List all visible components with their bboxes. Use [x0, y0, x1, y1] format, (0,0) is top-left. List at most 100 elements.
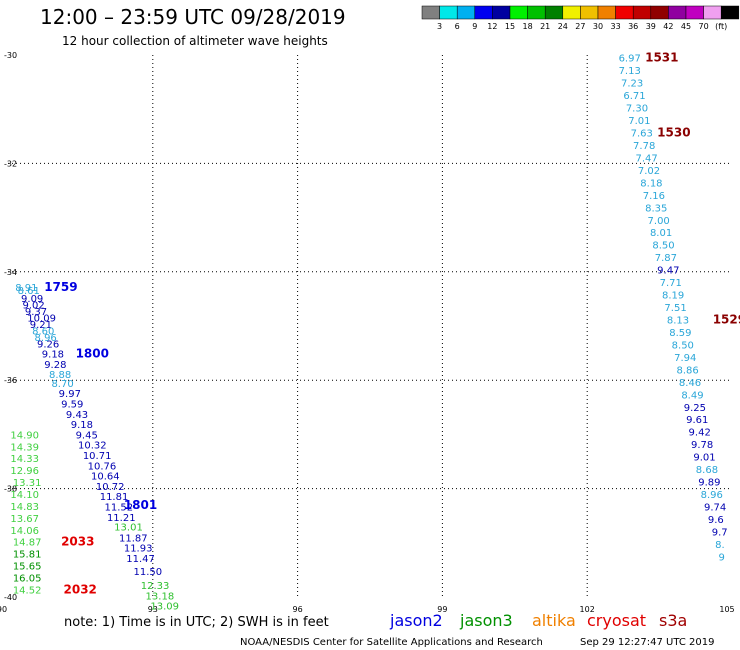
- legend-swatch: [685, 5, 704, 20]
- wave-height-label: 7.71: [660, 278, 682, 289]
- wave-height-label: 7.87: [655, 253, 677, 264]
- wave-height-label: 9.78: [691, 440, 713, 451]
- time-label: 1759: [44, 280, 77, 294]
- wave-height-label: 7.00: [648, 216, 670, 227]
- grid: [8, 55, 732, 597]
- color-legend: 3 6 9 12 15 18 21 24 27 30 33 36 39 42 45 70 (ft): [421, 5, 740, 31]
- wave-height-label: 8.96: [701, 490, 723, 501]
- wave-height-label: 14.87: [13, 538, 42, 549]
- wave-height-label: 16.05: [13, 573, 42, 584]
- wave-height-label: 14.52: [13, 585, 42, 596]
- wave-height-label: 10.72: [96, 482, 125, 493]
- legend-label: 18: [523, 22, 533, 31]
- wave-height-label: 8.59: [669, 328, 691, 339]
- wave-height-label: 7.01: [628, 116, 650, 127]
- wave-height-label: 8.96: [35, 333, 57, 344]
- y-tick-label: -34: [4, 268, 17, 277]
- wave-height-label: 10.71: [83, 451, 112, 462]
- legend-label: 42: [663, 22, 673, 31]
- time-label: 1530: [657, 126, 690, 140]
- wave-height-label: 15.81: [13, 550, 42, 561]
- wave-height-label: 9.01: [693, 453, 715, 464]
- legend-label: 39: [646, 22, 656, 31]
- wave-height-label: 9.21: [30, 320, 52, 331]
- wave-height-label: 13.01: [114, 523, 143, 534]
- wave-height-label: 8.86: [676, 365, 698, 376]
- wave-height-label: 14.83: [10, 502, 39, 513]
- wave-height-label: 7.47: [635, 153, 657, 164]
- satellite-name: s3a: [659, 611, 687, 630]
- legend-label: 15: [505, 22, 515, 31]
- legend-swatch: [439, 5, 458, 20]
- satellite-name: altika: [532, 611, 576, 630]
- wave-height-label: 8.: [715, 540, 725, 551]
- wave-height-label: 12.33: [141, 581, 170, 592]
- wave-height-label: 14.39: [10, 442, 39, 453]
- wave-height-label: 9.18: [42, 350, 64, 361]
- wave-height-label: 13.67: [10, 514, 39, 525]
- wave-height-label: 8.13: [667, 315, 689, 326]
- legend-swatch: [580, 5, 599, 20]
- wave-height-label: 8.18: [640, 178, 662, 189]
- satellite-name: cryosat: [587, 611, 646, 630]
- wave-height-label: 13.09: [150, 602, 179, 613]
- wave-height-label: 15.65: [13, 562, 42, 573]
- wave-height-label: 11.87: [119, 533, 148, 544]
- legend-label: 24: [558, 22, 568, 31]
- time-label: 1801: [124, 498, 157, 512]
- wave-height-label: 7.13: [619, 66, 641, 77]
- legend-swatch: [527, 5, 546, 20]
- legend-swatch: [668, 5, 687, 20]
- wave-height-label: 9.97: [59, 389, 81, 400]
- wave-height-label: 9.61: [686, 415, 708, 426]
- wave-height-label: 14.33: [10, 454, 39, 465]
- x-tick-label: 93: [148, 605, 158, 614]
- legend-swatch: [562, 5, 581, 20]
- wave-height-label: 9.09: [21, 294, 43, 305]
- wave-height-label: 11.93: [124, 544, 153, 555]
- wave-height-label: 9.02: [22, 300, 44, 311]
- wave-height-label: 8.61: [18, 286, 40, 297]
- wave-height-label: 6.71: [623, 91, 645, 102]
- legend-swatch: [650, 5, 669, 20]
- satellite-name: jason2: [389, 611, 443, 630]
- y-tick-label: -38: [4, 485, 17, 494]
- wave-height-label: 10.09: [27, 313, 56, 324]
- legend-swatch: [632, 5, 652, 20]
- legend-label: 30: [593, 22, 603, 31]
- legend-swatch: [456, 5, 476, 20]
- y-tick-label: -36: [4, 376, 17, 385]
- legend-label: 27: [575, 22, 585, 31]
- wave-height-label: 9: [718, 552, 724, 563]
- legend-swatch: [492, 5, 511, 20]
- wave-height-label: 12.96: [10, 466, 39, 477]
- wave-height-label: 13.31: [13, 478, 42, 489]
- x-tick-label: 96: [293, 605, 303, 614]
- x-tick-label: 90: [0, 605, 7, 614]
- wave-height-label: 7.63: [631, 129, 653, 140]
- wave-height-label: 9.28: [44, 360, 66, 371]
- wave-height-label: 14.90: [10, 430, 39, 441]
- wave-height-label: 9.25: [684, 403, 706, 414]
- wave-height-label: 8.91: [15, 283, 37, 294]
- legend-label: 33: [611, 22, 621, 31]
- satellite-name: jason3: [459, 611, 513, 630]
- wave-height-label: 9.74: [704, 502, 726, 513]
- wave-height-label: 9.42: [689, 428, 711, 439]
- wave-height-label: 8.88: [49, 370, 71, 381]
- wave-height-label: 11.52: [105, 502, 134, 513]
- wave-height-label: 6.97: [619, 54, 641, 65]
- axis-ticks: 90 93 96 99 102 105 -30 -32 -34 -36 -38 -40: [0, 51, 735, 614]
- legend-swatch: [544, 5, 564, 20]
- footer-credit: NOAA/NESDIS Center for Satellite Applica…: [240, 637, 543, 648]
- legend-swatch: [509, 5, 528, 20]
- x-tick-label: 105: [719, 605, 734, 614]
- y-tick-label: -40: [4, 593, 17, 602]
- wave-height-label: 8.19: [662, 291, 684, 302]
- wave-height-label: 7.02: [638, 166, 660, 177]
- wave-height-label: 8.68: [696, 465, 718, 476]
- time-labels: 1531 1530 1529 1759 1800 1801 2033 2032: [44, 51, 740, 597]
- legend-label: 3: [437, 22, 442, 31]
- legend-swatch: [421, 5, 440, 20]
